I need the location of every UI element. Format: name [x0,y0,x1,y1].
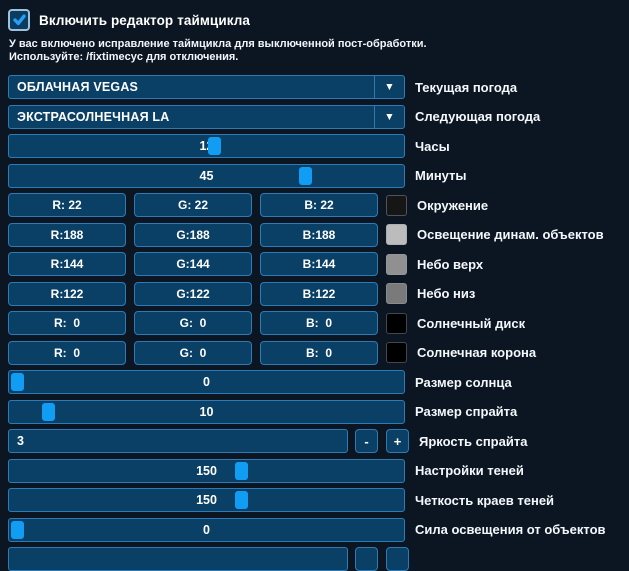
enable-editor-label: Включить редактор таймцикла [39,12,251,28]
warning-line-2: Используйте: /fixtimecyc для отключения. [9,50,239,63]
object-light-row: 0 Сила освещения от объектов [8,517,629,542]
sun-size-row: 0 Размер солнца [8,370,629,394]
object-light-slider-handle[interactable] [10,520,24,539]
g-value-button[interactable]: G: 0 [134,311,252,335]
timecycle-warning: У вас включено исправление таймцикла для… [9,38,629,63]
rgb-row-sky-bottom: R:122 G:122 B:122 Небо низ [8,281,629,306]
object-light-slider[interactable]: 0 [8,517,405,542]
hours-label: Часы [415,138,450,154]
next-weather-value: ЭКСТРАСОЛНЕЧНАЯ LA [17,109,170,124]
g-value-button[interactable]: G: 0 [134,340,252,365]
enable-timecycle-checkbox[interactable] [8,9,30,31]
shadow-edges-label: Четкость краев теней [415,492,555,508]
sprite-size-slider-handle[interactable] [42,402,56,421]
shadow-edges-slider[interactable]: 150 [8,488,405,512]
r-value-button[interactable]: R: 0 [8,311,126,335]
current-weather-value: ОБЛАЧНАЯ VEGAS [17,80,139,94]
current-weather-label: Текущая погода [415,79,518,95]
minutes-slider[interactable]: 45 [8,163,405,188]
chevron-down-icon[interactable]: ▼ [374,76,404,98]
hours-value: 12 [199,139,214,153]
sun-size-label: Размер солнца [415,374,512,390]
minutes-label: Минуты [415,168,467,183]
hours-row: 12 Часы [8,134,629,158]
ambient-label: Окружение [417,197,489,213]
r-value-button[interactable]: R: 22 [8,193,126,217]
sky-top-label: Небо верх [417,256,484,272]
shadow-edges-row: 150 Четкость краев теней [8,488,629,512]
g-value-button[interactable]: G:122 [134,281,252,306]
color-swatch [386,342,407,363]
sky-bottom-label: Небо низ [417,286,476,301]
r-value-button[interactable]: R:122 [8,281,126,306]
color-swatch [386,224,407,245]
minutes-row: 45 Минуты [8,163,629,188]
sprite-size-value: 10 [199,404,214,419]
b-value-button[interactable]: B: 0 [260,311,378,335]
color-swatch [386,312,407,334]
sprite-size-row: 10 Размер спрайта [8,399,629,424]
hours-slider[interactable]: 12 [8,134,405,158]
g-value-button[interactable]: G:188 [134,222,252,247]
shadow-settings-slider-handle[interactable] [234,461,248,480]
rgb-row-sun-disc: R: 0 G: 0 B: 0 Солнечный диск [8,311,629,335]
object-light-label: Сила освещения от объектов [415,522,606,537]
shadow-edges-value: 150 [196,493,217,507]
rgb-row-sky-top: R:144 G:144 B:144 Небо верх [8,252,629,276]
object-light-value: 0 [203,522,210,537]
warning-line-1: У вас включено исправление таймцикла для… [9,38,427,50]
next-weather-dropdown[interactable]: ЭКСТРАСОЛНЕЧНАЯ LA ▼ [8,104,405,129]
increase-button[interactable]: + [386,429,409,453]
b-value-button[interactable]: B: 0 [260,340,378,365]
sun-size-slider-handle[interactable] [10,373,24,391]
chevron-down-icon[interactable]: ▼ [374,105,404,128]
g-value-button[interactable]: G: 22 [134,193,252,217]
color-swatch [386,253,407,275]
r-value-button[interactable]: R: 0 [8,340,126,365]
dynamic-objects-label: Освещение динам. объектов [417,227,604,242]
b-value-button[interactable]: B:188 [260,222,378,247]
hours-slider-handle[interactable] [208,137,222,155]
increase-button[interactable] [386,547,409,571]
r-value-button[interactable]: R:188 [8,222,126,247]
sun-disc-label: Солнечный диск [417,315,526,331]
next-weather-row: ЭКСТРАСОЛНЕЧНАЯ LA ▼ Следующая погода [8,104,629,129]
current-weather-row: ОБЛАЧНАЯ VEGAS ▼ Текущая погода [8,75,629,99]
color-swatch [386,283,407,304]
decrease-button[interactable] [355,547,378,571]
b-value-button[interactable]: B:122 [260,281,378,306]
shadow-settings-slider[interactable]: 150 [8,458,405,483]
minutes-slider-handle[interactable] [299,166,313,185]
b-value-button[interactable]: B:144 [260,252,378,276]
rgb-row-ambient: R: 22 G: 22 B: 22 Окружение [8,193,629,217]
checkmark-icon [12,14,26,26]
next-weather-label: Следующая погода [415,109,541,124]
rgb-row-sun-corona: R: 0 G: 0 B: 0 Солнечная корона [8,340,629,365]
rgb-row-dynamic-objects: R:188 G:188 B:188 Освещение динам. объек… [8,222,629,247]
b-value-button[interactable]: B: 22 [260,193,378,217]
sun-size-value: 0 [203,375,210,389]
g-value-button[interactable]: G:144 [134,252,252,276]
enable-editor-row: Включить редактор таймцикла [8,8,629,32]
decrease-button[interactable]: - [355,429,378,453]
shadow-edges-slider-handle[interactable] [234,491,248,509]
sprite-brightness-input[interactable]: 3 [8,429,348,453]
sprite-brightness-label: Яркость спрайта [419,433,528,449]
r-value-button[interactable]: R:144 [8,252,126,276]
offscreen-input[interactable] [8,547,348,571]
sun-corona-label: Солнечная корона [417,345,537,360]
sun-size-slider[interactable]: 0 [8,370,405,394]
shadow-settings-row: 150 Настройки теней [8,458,629,483]
shadow-settings-label: Настройки теней [415,463,524,478]
current-weather-dropdown[interactable]: ОБЛАЧНАЯ VEGAS ▼ [8,75,405,99]
sprite-size-label: Размер спрайта [415,404,518,419]
minutes-value: 45 [199,168,214,183]
sprite-brightness-row: 3 - + Яркость спрайта [8,429,629,453]
sprite-size-slider[interactable]: 10 [8,399,405,424]
shadow-settings-value: 150 [196,463,217,478]
offscreen-partial-row [8,547,629,571]
color-swatch [386,194,407,216]
